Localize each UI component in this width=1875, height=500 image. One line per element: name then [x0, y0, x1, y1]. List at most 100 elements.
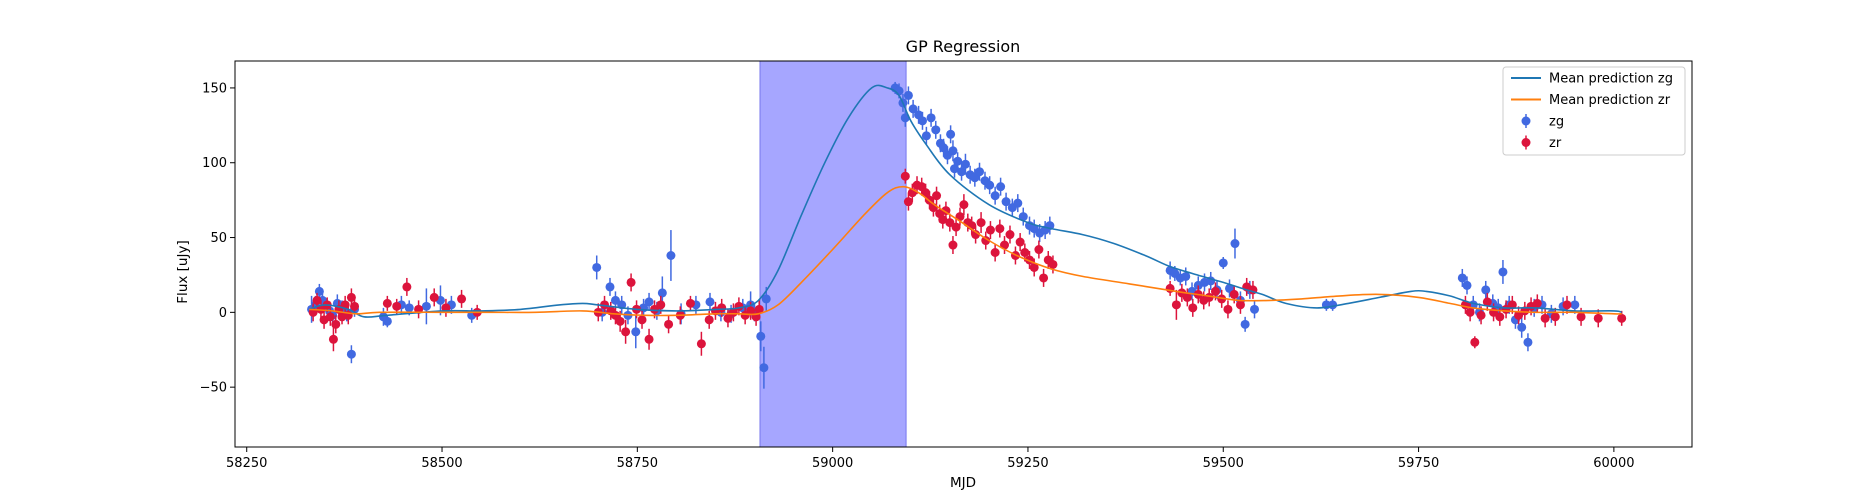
data-point	[717, 303, 727, 313]
data-point	[932, 191, 942, 201]
data-point	[1015, 237, 1025, 247]
data-point	[1523, 337, 1533, 347]
data-point	[1457, 273, 1467, 283]
data-point	[644, 334, 654, 344]
data-point	[1570, 300, 1580, 310]
x-tick-label: 58750	[617, 456, 658, 471]
data-point	[900, 171, 910, 181]
legend: Mean prediction zg Mean prediction zr zg zr	[1502, 66, 1686, 156]
chart-title: GP Regression	[906, 37, 1021, 56]
data-point	[1617, 313, 1627, 323]
data-point	[610, 295, 620, 305]
x-tick-label: 58250	[226, 456, 267, 471]
data-point	[696, 339, 706, 349]
data-point	[723, 313, 733, 323]
data-point	[1465, 307, 1475, 317]
data-point	[402, 282, 412, 292]
legend-swatch-marker	[1521, 138, 1531, 147]
data-point	[644, 297, 654, 307]
data-point	[945, 218, 955, 228]
data-point	[626, 277, 636, 287]
data-point	[429, 292, 439, 302]
data-point	[981, 236, 991, 246]
data-point	[1482, 297, 1492, 307]
legend-item-mean-prediction-zr: Mean prediction zr	[1511, 93, 1671, 108]
data-point	[685, 298, 695, 308]
data-point	[1218, 258, 1228, 268]
data-point	[1498, 267, 1508, 277]
data-point	[312, 295, 322, 305]
plot-area: 58250 58500 58750 59000 59250 59500 59750 60000…	[200, 60, 1693, 471]
data-point	[650, 304, 660, 314]
data-point	[908, 104, 918, 114]
data-point	[990, 248, 1000, 258]
data-point	[1229, 289, 1239, 299]
data-point	[1235, 300, 1245, 310]
data-point	[996, 182, 1006, 192]
data-point	[605, 282, 615, 292]
data-point	[1013, 198, 1023, 208]
data-point	[1470, 337, 1480, 347]
shaded-region	[759, 60, 907, 448]
data-point	[346, 292, 356, 302]
data-point	[1593, 313, 1603, 323]
data-point	[1020, 248, 1030, 258]
data-point	[1230, 239, 1240, 249]
data-point	[1495, 312, 1505, 322]
data-point	[592, 262, 602, 272]
data-point	[631, 327, 641, 337]
data-point	[637, 315, 647, 325]
x-tick-label: 59250	[1007, 456, 1048, 471]
data-point	[1181, 271, 1191, 281]
data-point	[1507, 300, 1517, 310]
data-point	[1517, 322, 1527, 332]
data-point	[995, 224, 1005, 234]
data-point	[1005, 230, 1015, 240]
legend-frame	[1502, 66, 1686, 156]
data-point	[1048, 259, 1058, 269]
x-tick-label: 59750	[1398, 456, 1439, 471]
data-point	[705, 297, 715, 307]
data-point	[921, 188, 931, 198]
legend-item-mean-prediction-zg: Mean prediction zg	[1511, 72, 1673, 87]
data-point	[1039, 273, 1049, 283]
data-point	[903, 90, 913, 100]
data-point	[990, 191, 1000, 201]
data-point	[1188, 303, 1198, 313]
data-point	[331, 319, 341, 329]
data-point	[1476, 310, 1486, 320]
data-point	[953, 156, 963, 166]
data-point	[985, 180, 995, 190]
legend-item-zg: zg	[1521, 114, 1564, 130]
data-point	[948, 240, 958, 250]
data-point	[921, 131, 931, 141]
line-mean-prediction-zr	[309, 185, 1622, 317]
data-point	[382, 298, 392, 308]
data-point	[346, 349, 356, 359]
x-tick-label: 59500	[1203, 456, 1244, 471]
y-tick-label: 50	[210, 231, 227, 246]
data-point	[1029, 262, 1039, 272]
data-point	[350, 301, 360, 311]
data-point	[1018, 212, 1028, 222]
data-point	[951, 222, 961, 232]
data-point	[759, 363, 769, 373]
data-point	[1576, 312, 1586, 322]
legend-label: zg	[1549, 115, 1564, 130]
series-zr	[308, 168, 1627, 356]
x-tick-label: 59000	[812, 456, 853, 471]
data-point	[621, 327, 631, 337]
data-point	[938, 215, 948, 225]
data-point	[926, 113, 936, 123]
data-point	[746, 306, 756, 316]
data-point	[957, 167, 967, 177]
y-tick-label: 100	[202, 156, 227, 171]
data-point	[1001, 197, 1011, 207]
data-point	[615, 316, 625, 326]
data-point	[325, 312, 335, 322]
data-point	[754, 304, 764, 314]
data-point	[1481, 285, 1491, 295]
data-point	[1223, 304, 1233, 314]
legend-label: Mean prediction zr	[1549, 93, 1671, 108]
